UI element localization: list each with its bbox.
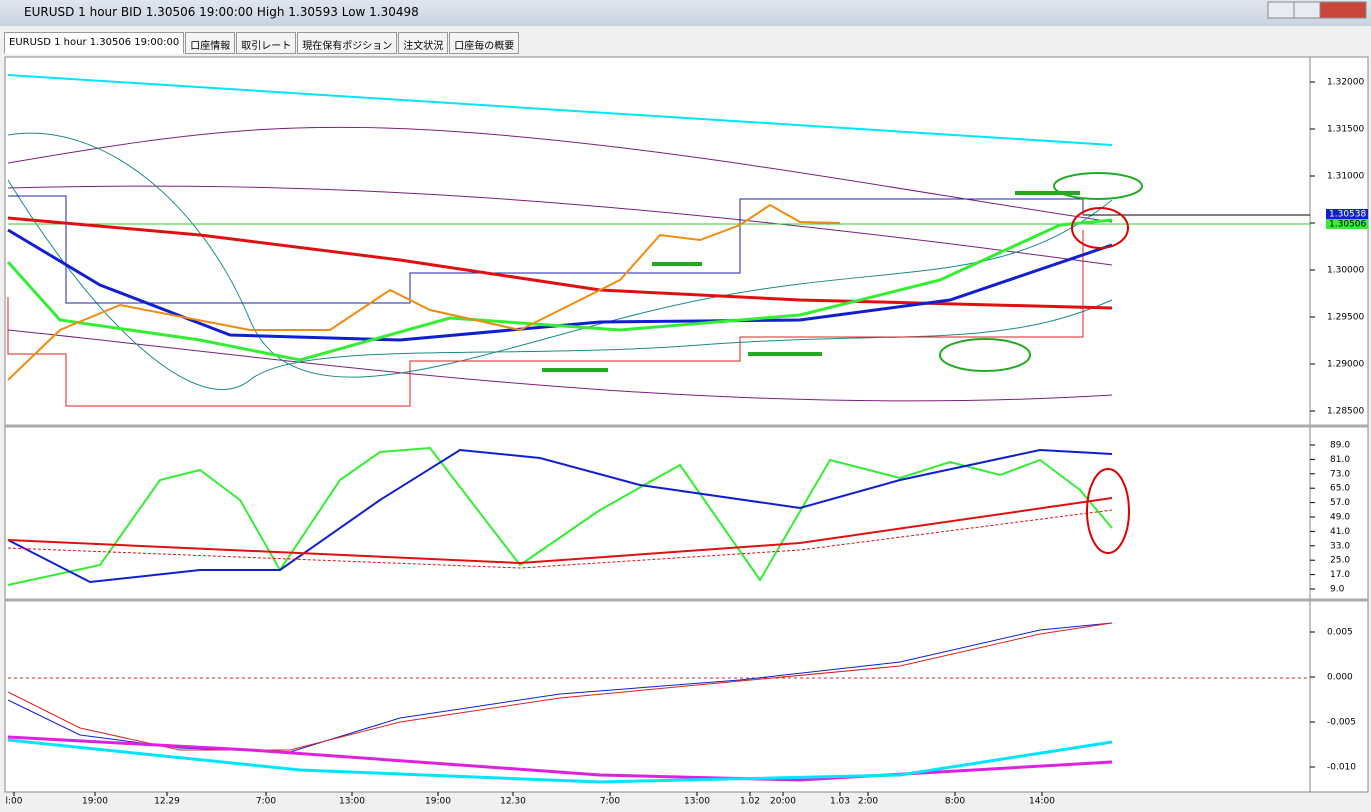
macd-lines <box>7 622 1310 784</box>
current-price: 1.30506 <box>1329 220 1366 230</box>
osc-label: 73.0 <box>1330 469 1350 479</box>
osc-label: 9.0 <box>1330 585 1345 595</box>
tab[interactable]: 現在保有ポジション <box>297 32 398 54</box>
time-label: 13:00 <box>684 797 710 807</box>
time-label: 19:00 <box>425 797 451 807</box>
time-label: l:00 <box>6 797 23 807</box>
osc-label: 49.0 <box>1330 513 1350 523</box>
time-label: 1.02 <box>740 797 760 807</box>
title-bar: EURUSD 1 hour BID 1.30506 19:00:00 High … <box>0 0 1371 26</box>
tab[interactable]: 注文状況 <box>398 32 449 54</box>
time-label: 12.30 <box>500 797 526 807</box>
tab[interactable]: 取引レート <box>236 32 297 54</box>
time-label: 19:00 <box>82 797 108 807</box>
osc-label: 65.0 <box>1330 484 1350 494</box>
current-price: 1.30538 <box>1329 210 1366 220</box>
price-label: 1.31000 <box>1327 172 1364 182</box>
osc-label: 57.0 <box>1330 498 1350 508</box>
price-tag <box>1326 219 1368 229</box>
macd-label: 0.000 <box>1327 673 1353 683</box>
tab[interactable]: 口座情報 <box>185 32 236 54</box>
price-label: 1.32000 <box>1327 78 1364 88</box>
time-label: 20:00 <box>770 797 796 807</box>
window-title: EURUSD 1 hour BID 1.30506 19:00:00 High … <box>24 5 419 19</box>
price-label: 1.30000 <box>1327 266 1364 276</box>
macd-label: -0.010 <box>1327 763 1356 773</box>
time-label: 1.03 <box>830 797 850 807</box>
osc-label: 17.0 <box>1330 570 1350 580</box>
time-label: 7:00 <box>256 797 276 807</box>
time-label: 7:00 <box>600 797 620 807</box>
tab-bar: EURUSD 1 hour 1.30506 19:00:00 口座情報 取引レート現… <box>4 32 520 54</box>
tab[interactable]: EURUSD 1 hour 1.30506 19:00:00 <box>4 32 185 54</box>
time-label: 14:00 <box>1029 797 1055 807</box>
window-controls[interactable] <box>1267 1 1367 19</box>
time-label: 13:00 <box>339 797 365 807</box>
price-label: 1.29000 <box>1327 360 1364 370</box>
osc-label: 89.0 <box>1330 441 1350 451</box>
macd-label: -0.005 <box>1327 718 1356 728</box>
macd-label: 0.005 <box>1327 628 1353 638</box>
price-label: 1.28500 <box>1327 407 1364 417</box>
time-label: 8:00 <box>945 797 965 807</box>
price-tag <box>1326 209 1368 219</box>
osc-label: 41.0 <box>1330 527 1350 537</box>
time-label: 12.29 <box>154 797 180 807</box>
price-indicators <box>6 74 1310 407</box>
time-label: 2:00 <box>858 797 878 807</box>
osc-label: 33.0 <box>1330 541 1350 551</box>
oscillator-lines <box>7 446 1130 586</box>
osc-label: 81.0 <box>1330 455 1350 465</box>
price-label: 1.29500 <box>1327 313 1364 323</box>
osc-label: 25.0 <box>1330 556 1350 566</box>
tab[interactable]: 口座毎の概要 <box>449 32 520 54</box>
price-label: 1.31500 <box>1327 125 1364 135</box>
